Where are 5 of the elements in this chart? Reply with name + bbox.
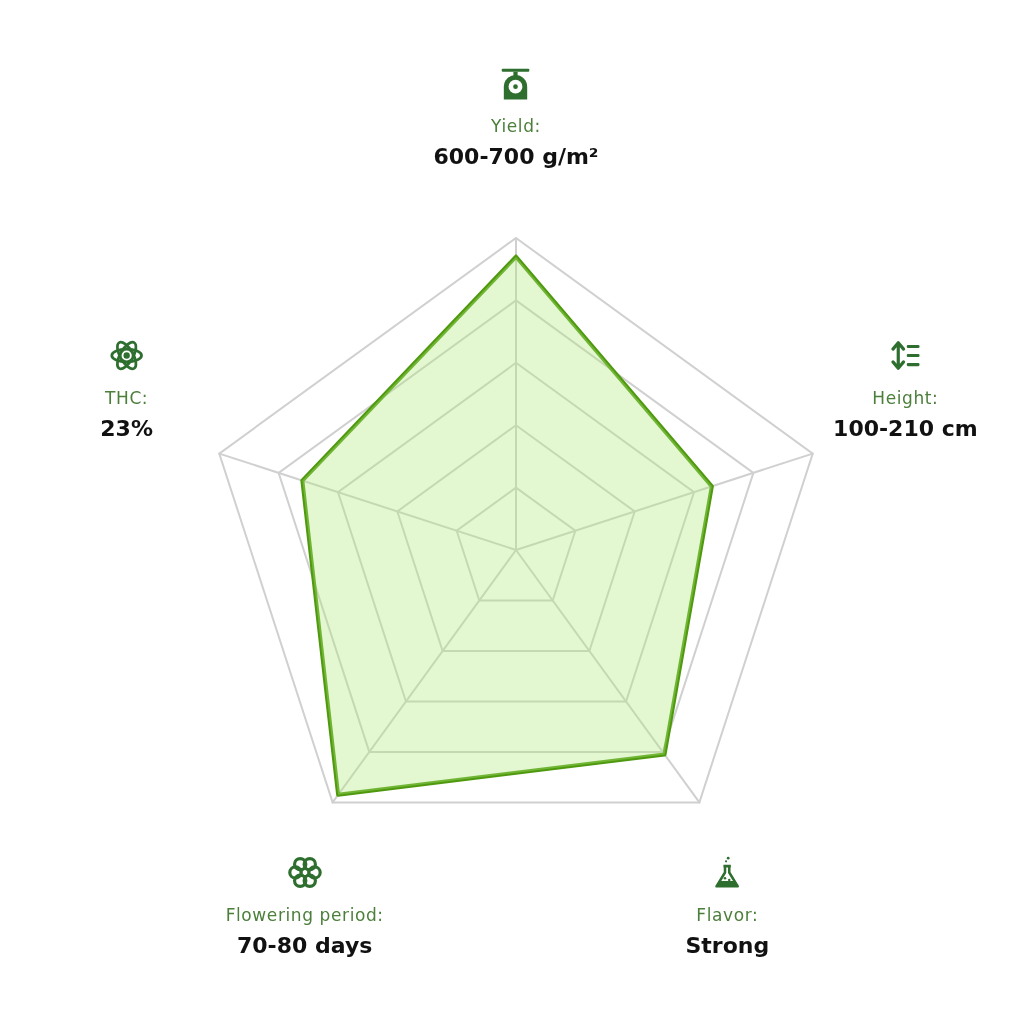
spoke-label: Height: 100-210 cm [833, 387, 978, 441]
spoke-label: Yield: 600-700 g/m² [433, 115, 599, 169]
spoke-label: Flowering period: 70-80 days [225, 904, 384, 958]
spoke-label: THC: 23% [100, 387, 153, 441]
spoke-label: Flavor: Strong [685, 904, 770, 958]
